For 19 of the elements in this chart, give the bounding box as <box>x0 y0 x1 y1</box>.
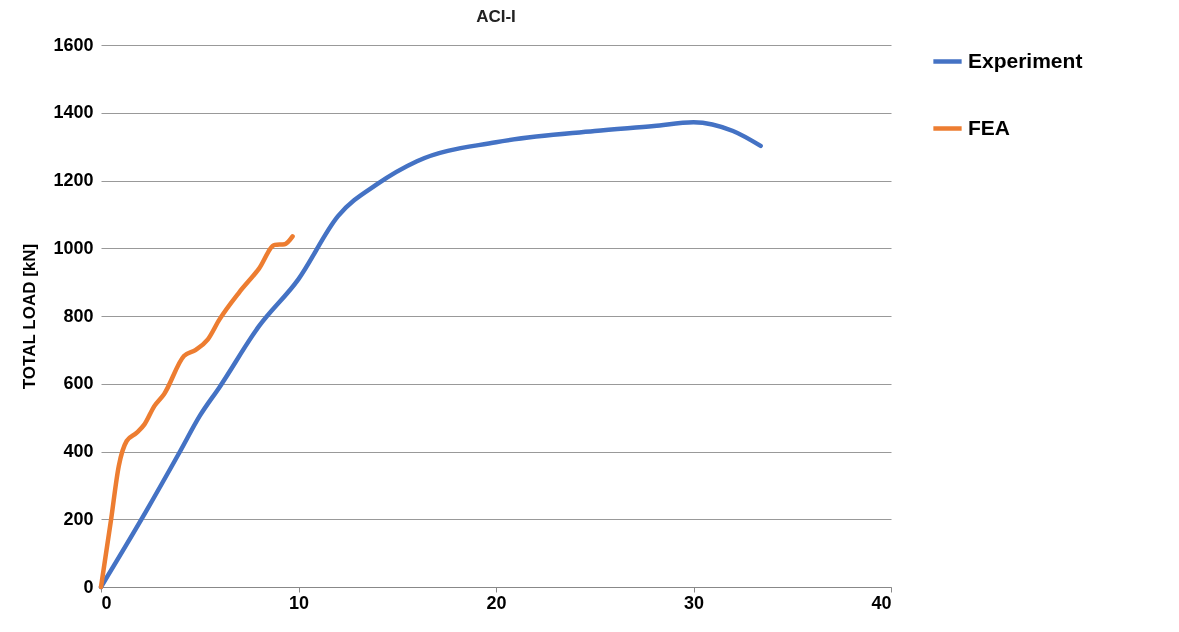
y-tick-label: 1200 <box>53 170 94 190</box>
y-tick-label: 1400 <box>53 102 94 123</box>
y-tick-label: 1000 <box>53 237 94 258</box>
line-series <box>98 234 295 590</box>
legend-label: Experiment <box>968 48 1083 72</box>
chart-title: ACI-I <box>476 7 516 26</box>
y-tick-label: 400 <box>63 441 94 461</box>
y-tick-label: 1600 <box>53 34 94 55</box>
y-tick-label: 600 <box>63 373 94 394</box>
legend-label: FEA <box>968 115 1010 139</box>
y-tick-label: 200 <box>63 508 94 529</box>
y-tick-label: 0 <box>83 576 94 597</box>
x-tick-label: 10 <box>288 592 310 613</box>
y-axis-title: TOTAL LOAD [kN] <box>20 243 40 390</box>
x-tick-label: 20 <box>486 592 507 613</box>
x-tick-label: 0 <box>101 592 112 613</box>
y-tick-label: 800 <box>63 305 94 326</box>
x-tick-label: 30 <box>683 592 705 613</box>
x-tick-label: 40 <box>871 592 892 613</box>
